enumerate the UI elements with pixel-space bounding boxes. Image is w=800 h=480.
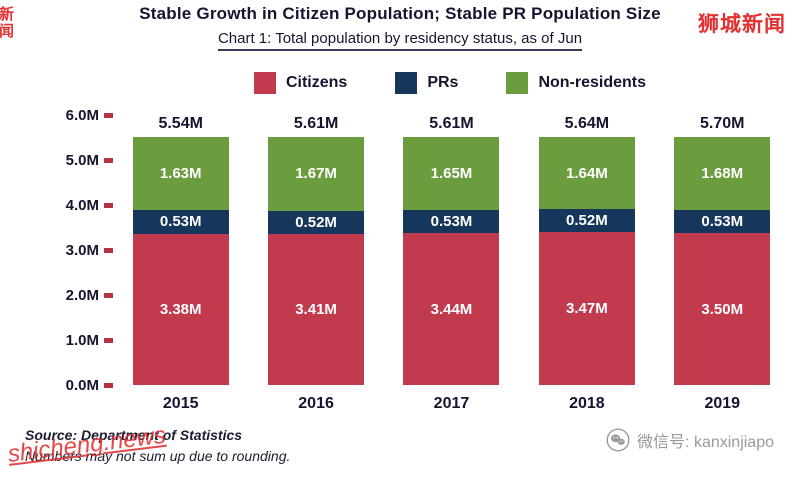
- segment-value-label: 0.53M: [701, 212, 744, 230]
- x-label-2015: 2015: [162, 395, 199, 412]
- bar-segment-non-residents-2019: 1.68M: [674, 136, 771, 210]
- bar-segment-prs-2015: 0.53M: [132, 209, 229, 234]
- segment-value-label: 0.53M: [430, 213, 473, 231]
- bar-segment-prs-2017: 0.53M: [403, 209, 500, 234]
- bar-segment-citizens-2016: 3.41M: [268, 233, 365, 385]
- y-tick: 6.0M: [66, 106, 113, 124]
- bar-2015: 5.54M 1.63M 0.53M 3.38M: [132, 115, 229, 385]
- wechat-id-text: 微信号: kanxinjiapo: [637, 434, 774, 451]
- bar-2018: 5.64M 1.64M 0.52M 3.47M: [538, 115, 635, 385]
- bar-2017: 5.61M 1.65M 0.53M 3.44M: [403, 115, 500, 385]
- bar-segment-citizens-2015: 3.38M: [132, 233, 229, 385]
- legend-label: Citizens: [285, 74, 348, 91]
- y-tick-label: 4.0M: [65, 196, 99, 214]
- bar-segment-citizens-2018: 3.47M: [538, 232, 635, 385]
- segment-value-label: 1.65M: [430, 164, 473, 182]
- y-tick-label: 0.0M: [65, 376, 99, 394]
- legend-label: PRs: [427, 74, 459, 91]
- y-tick: 5.0M: [66, 151, 113, 169]
- y-tick: 4.0M: [66, 196, 113, 214]
- y-tick-label: 3.0M: [65, 241, 99, 259]
- chart-subtitle: Chart 1: Total population by residency s…: [217, 30, 583, 51]
- y-tick: 0.0M: [66, 376, 113, 394]
- legend-swatch: [506, 72, 529, 94]
- bar-total-label: 5.61M: [293, 115, 339, 132]
- y-tick: 3.0M: [66, 241, 113, 259]
- bar-segment-citizens-2017: 3.44M: [403, 233, 500, 385]
- bar-segment-non-residents-2018: 1.64M: [538, 137, 635, 210]
- y-tick-mark: [104, 112, 113, 118]
- source-text: Source: Department of Statistics: [25, 427, 243, 443]
- y-tick-label: 2.0M: [65, 286, 99, 304]
- segment-value-label: 0.53M: [159, 213, 202, 231]
- chart-subtitle-row: Chart 1: Total population by residency s…: [0, 30, 800, 51]
- segment-value-label: 1.68M: [701, 164, 744, 182]
- y-tick-mark: [104, 382, 113, 388]
- y-tick-mark: [104, 247, 113, 253]
- legend-swatch: [395, 72, 418, 94]
- y-axis: 6.0M 5.0M 4.0M 3.0M 2.0M 1.0M 0.0M: [0, 107, 113, 394]
- bar-segment-prs-2018: 0.52M: [538, 209, 635, 233]
- x-axis-labels: 2015 2016 2017 2018 2019: [113, 395, 790, 413]
- segment-value-label: 1.67M: [295, 165, 337, 183]
- y-tick-mark: [104, 292, 113, 298]
- legend-item-prs: PRs: [395, 72, 458, 94]
- legend-item-non-residents: Non-residents: [506, 72, 646, 94]
- rounding-note: Numbers may not sum up due to rounding.: [25, 448, 291, 464]
- y-tick-mark: [104, 337, 113, 343]
- legend-item-citizens: Citizens: [253, 72, 348, 94]
- segment-value-label: 3.44M: [430, 300, 473, 318]
- y-tick-label: 5.0M: [65, 151, 99, 169]
- segment-value-label: 1.64M: [566, 164, 608, 182]
- segment-value-label: 0.52M: [295, 213, 337, 231]
- segment-value-label: 0.52M: [566, 212, 608, 230]
- y-tick: 2.0M: [66, 286, 113, 304]
- plot-area: 5.54M 1.63M 0.53M 3.38M 5.61M 1.67M 0.52M 3.41M…: [113, 115, 790, 385]
- watermark-site-name: 狮城新闻: [698, 13, 786, 36]
- bar-2016: 5.61M 1.67M 0.52M 3.41M: [268, 115, 365, 385]
- y-tick-label: 1.0M: [65, 331, 99, 349]
- segment-value-label: 3.47M: [566, 300, 608, 318]
- x-label-2018: 2018: [569, 395, 605, 412]
- chart-title: Stable Growth in Citizen Population; Sta…: [139, 4, 661, 23]
- segment-value-label: 3.38M: [159, 300, 202, 318]
- legend-label: Non-residents: [538, 74, 647, 91]
- segment-value-label: 3.50M: [701, 300, 744, 318]
- bar-segment-non-residents-2016: 1.67M: [268, 137, 365, 211]
- watermark-top-left: 新闻: [0, 6, 14, 40]
- bar-segment-non-residents-2015: 1.63M: [132, 137, 229, 210]
- y-tick-label: 6.0M: [65, 106, 99, 124]
- bar-segment-prs-2019: 0.53M: [674, 209, 771, 233]
- segment-value-label: 1.63M: [159, 164, 202, 182]
- bar-2019: 5.70M 1.68M 0.53M 3.50M: [674, 114, 771, 385]
- x-label-2016: 2016: [298, 395, 334, 412]
- x-label-2017: 2017: [433, 395, 470, 412]
- bar-total-label: 5.64M: [564, 115, 610, 132]
- y-tick: 1.0M: [66, 331, 113, 349]
- bar-segment-citizens-2019: 3.50M: [674, 233, 771, 385]
- bar-segment-prs-2016: 0.52M: [268, 210, 365, 234]
- bar-total-label: 5.54M: [158, 115, 203, 132]
- bar-total-label: 5.70M: [700, 114, 745, 132]
- chart-legend: Citizens PRs Non-residents: [110, 72, 790, 94]
- x-label-2019: 2019: [704, 395, 741, 412]
- wechat-icon: [606, 428, 630, 452]
- segment-value-label: 3.41M: [295, 300, 337, 318]
- legend-swatch: [253, 72, 276, 94]
- y-tick-mark: [104, 202, 113, 208]
- y-tick-mark: [104, 157, 113, 163]
- wechat-contact: 微信号: kanxinjiapo: [606, 428, 774, 452]
- bar-total-label: 5.61M: [429, 115, 474, 132]
- bar-segment-non-residents-2017: 1.65M: [403, 137, 500, 210]
